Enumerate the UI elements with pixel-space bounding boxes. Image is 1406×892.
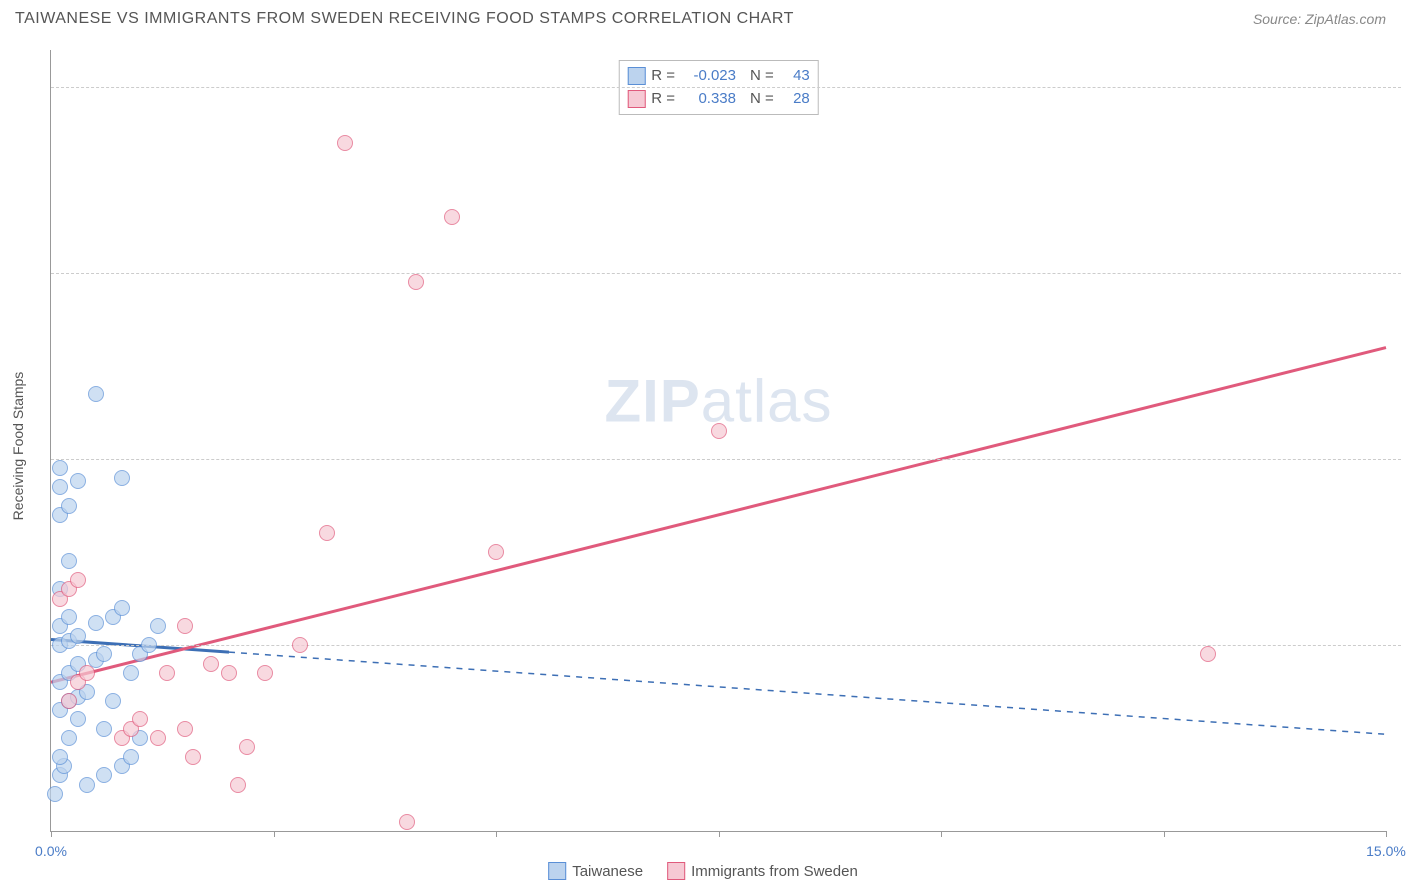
data-point bbox=[79, 665, 95, 681]
gridline bbox=[51, 273, 1401, 274]
data-point bbox=[488, 544, 504, 560]
data-point bbox=[711, 423, 727, 439]
data-point bbox=[399, 814, 415, 830]
scatter-chart: ZIPatlas R = -0.023 N = 43 R = 0.338 N =… bbox=[50, 50, 1386, 832]
data-point bbox=[132, 711, 148, 727]
legend-item: Immigrants from Sweden bbox=[667, 862, 858, 880]
r-value: -0.023 bbox=[681, 65, 736, 88]
data-point bbox=[47, 786, 63, 802]
data-point bbox=[230, 777, 246, 793]
series-legend: Taiwanese Immigrants from Sweden bbox=[548, 862, 858, 880]
data-point bbox=[319, 525, 335, 541]
data-point bbox=[79, 777, 95, 793]
x-tick bbox=[941, 831, 942, 837]
data-point bbox=[70, 572, 86, 588]
y-axis-label: Receiving Food Stamps bbox=[10, 372, 26, 521]
r-label: R = bbox=[651, 65, 675, 88]
legend-label: Immigrants from Sweden bbox=[691, 863, 858, 880]
data-point bbox=[292, 637, 308, 653]
gridline bbox=[51, 459, 1401, 460]
x-tick bbox=[51, 831, 52, 837]
data-point bbox=[123, 665, 139, 681]
legend-swatch bbox=[548, 862, 566, 880]
data-point bbox=[61, 693, 77, 709]
data-point bbox=[70, 628, 86, 644]
x-tick bbox=[1386, 831, 1387, 837]
r-label: R = bbox=[651, 88, 675, 111]
gridline bbox=[51, 87, 1401, 88]
data-point bbox=[70, 473, 86, 489]
data-point bbox=[337, 135, 353, 151]
data-point bbox=[141, 637, 157, 653]
chart-title: TAIWANESE VS IMMIGRANTS FROM SWEDEN RECE… bbox=[15, 10, 794, 28]
y-tick-label: 20.0% bbox=[1391, 451, 1406, 467]
data-point bbox=[159, 665, 175, 681]
y-tick-label: 40.0% bbox=[1391, 79, 1406, 95]
data-point bbox=[52, 460, 68, 476]
x-tick-label: 0.0% bbox=[35, 843, 67, 859]
data-point bbox=[70, 711, 86, 727]
data-point bbox=[114, 470, 130, 486]
x-tick bbox=[496, 831, 497, 837]
legend-swatch bbox=[667, 862, 685, 880]
data-point bbox=[61, 609, 77, 625]
legend-item: Taiwanese bbox=[548, 862, 643, 880]
stats-legend-row: R = -0.023 N = 43 bbox=[627, 65, 810, 88]
data-point bbox=[61, 553, 77, 569]
legend-label: Taiwanese bbox=[572, 863, 643, 880]
data-point bbox=[257, 665, 273, 681]
data-point bbox=[221, 665, 237, 681]
n-value: 43 bbox=[780, 65, 810, 88]
data-point bbox=[114, 600, 130, 616]
y-tick-label: 30.0% bbox=[1391, 265, 1406, 281]
trend-lines bbox=[51, 50, 1386, 831]
data-point bbox=[150, 730, 166, 746]
data-point bbox=[1200, 646, 1216, 662]
x-tick bbox=[274, 831, 275, 837]
legend-swatch bbox=[627, 90, 645, 108]
n-value: 28 bbox=[780, 88, 810, 111]
n-label: N = bbox=[750, 88, 774, 111]
legend-swatch bbox=[627, 67, 645, 85]
data-point bbox=[185, 749, 201, 765]
data-point bbox=[88, 386, 104, 402]
stats-legend-row: R = 0.338 N = 28 bbox=[627, 88, 810, 111]
x-tick bbox=[1164, 831, 1165, 837]
data-point bbox=[444, 209, 460, 225]
data-point bbox=[61, 498, 77, 514]
data-point bbox=[96, 767, 112, 783]
data-point bbox=[88, 615, 104, 631]
data-point bbox=[61, 730, 77, 746]
r-value: 0.338 bbox=[681, 88, 736, 111]
data-point bbox=[105, 693, 121, 709]
data-point bbox=[177, 721, 193, 737]
data-point bbox=[408, 274, 424, 290]
gridline bbox=[51, 645, 1401, 646]
y-tick-label: 10.0% bbox=[1391, 637, 1406, 653]
data-point bbox=[52, 479, 68, 495]
x-tick bbox=[719, 831, 720, 837]
data-point bbox=[150, 618, 166, 634]
data-point bbox=[123, 749, 139, 765]
data-point bbox=[203, 656, 219, 672]
data-point bbox=[96, 646, 112, 662]
data-point bbox=[52, 749, 68, 765]
source-attribution: Source: ZipAtlas.com bbox=[1253, 11, 1386, 27]
data-point bbox=[177, 618, 193, 634]
data-point bbox=[239, 739, 255, 755]
data-point bbox=[96, 721, 112, 737]
x-tick-label: 15.0% bbox=[1366, 843, 1406, 859]
n-label: N = bbox=[750, 65, 774, 88]
